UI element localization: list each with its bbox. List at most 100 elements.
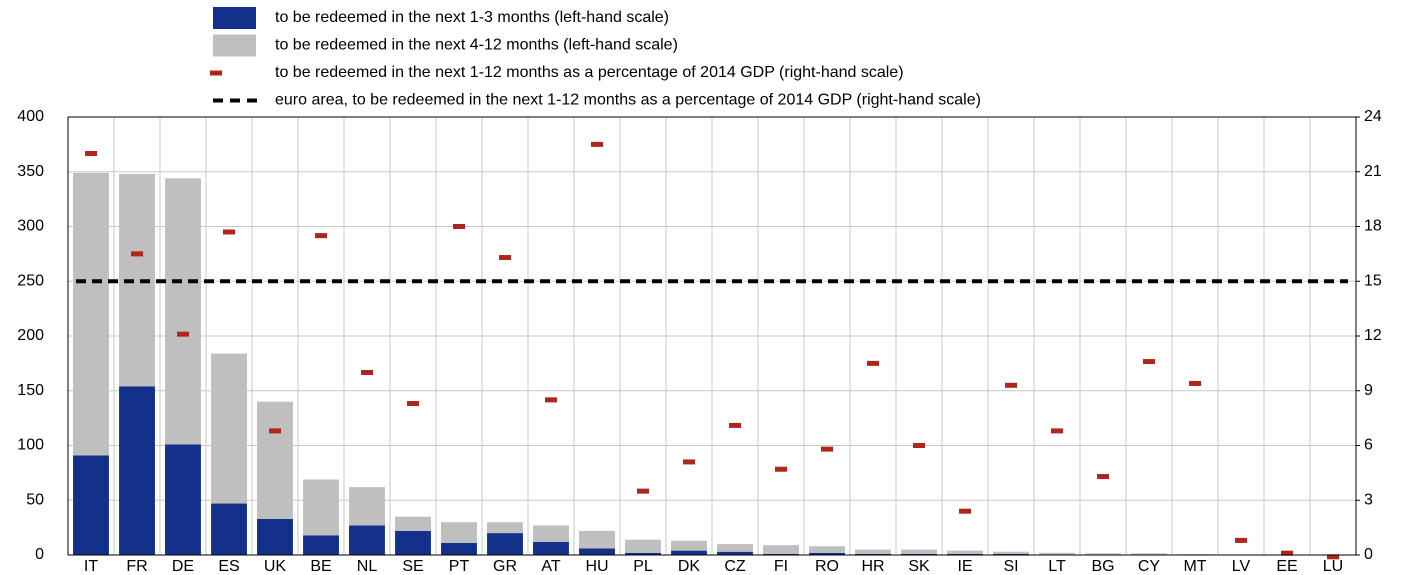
bar <box>763 545 799 554</box>
bar <box>395 516 431 531</box>
x-tick-label: LU <box>1323 558 1343 575</box>
bar <box>119 386 155 555</box>
marker <box>1189 380 1201 386</box>
bar <box>625 539 661 553</box>
legend-swatch <box>213 34 256 57</box>
x-tick-label: AT <box>541 558 560 575</box>
marker <box>959 508 971 514</box>
bar <box>441 522 477 543</box>
bar <box>349 487 385 526</box>
x-tick-label: MT <box>1183 558 1206 575</box>
bar <box>947 553 983 555</box>
marker <box>269 428 281 434</box>
bar <box>625 552 661 555</box>
y2-tick-label: 24 <box>1364 108 1382 125</box>
marker <box>1327 554 1339 560</box>
y-tick-label: 350 <box>17 163 44 180</box>
y-tick-label: 400 <box>17 108 44 125</box>
marker <box>1097 474 1109 480</box>
bar <box>579 530 615 549</box>
bar <box>763 553 799 555</box>
bar <box>901 553 937 555</box>
bar <box>855 549 891 554</box>
bar <box>579 548 615 555</box>
x-tick-label: IE <box>957 558 972 575</box>
bar <box>257 518 293 555</box>
marker <box>1143 359 1155 365</box>
x-tick-label: BE <box>310 558 331 575</box>
marker <box>821 446 833 452</box>
legend-label: euro area, to be redeemed in the next 1-… <box>275 92 981 109</box>
legend-label: to be redeemed in the next 1-12 months a… <box>275 64 904 81</box>
bar <box>441 542 477 555</box>
legend-swatch <box>210 70 222 76</box>
marker <box>637 488 649 494</box>
bar <box>73 455 109 555</box>
x-tick-label: SI <box>1003 558 1018 575</box>
bar <box>533 541 569 555</box>
x-tick-label: PT <box>449 558 470 575</box>
x-tick-label: EE <box>1276 558 1297 575</box>
x-tick-label: ES <box>218 558 239 575</box>
marker <box>499 255 511 261</box>
bar <box>717 551 753 555</box>
marker <box>775 466 787 472</box>
x-tick-label: GR <box>493 558 517 575</box>
y-tick-label: 100 <box>17 437 44 454</box>
bar <box>487 533 523 555</box>
x-tick-label: DE <box>172 558 194 575</box>
y-tick-label: 50 <box>26 491 44 508</box>
bar <box>993 551 1029 554</box>
x-tick-label: FR <box>126 558 147 575</box>
bar <box>671 540 707 551</box>
x-tick-label: CY <box>1138 558 1161 575</box>
marker <box>407 401 419 407</box>
x-tick-label: SE <box>402 558 423 575</box>
marker <box>545 397 557 403</box>
x-tick-label: FI <box>774 558 788 575</box>
marker <box>177 331 189 337</box>
bar <box>993 553 1029 555</box>
marker <box>361 370 373 375</box>
x-tick-label: PL <box>633 558 653 575</box>
plot-frame <box>67 116 1357 556</box>
y2-tick-label: 15 <box>1364 272 1382 289</box>
marker <box>1235 537 1247 543</box>
x-tick-label: IT <box>84 558 98 575</box>
x-tick-label: BG <box>1091 558 1114 575</box>
legend-swatch <box>213 7 256 29</box>
bar <box>303 535 339 555</box>
y2-tick-label: 12 <box>1364 327 1382 344</box>
bar <box>809 546 845 553</box>
x-tick-label: HU <box>585 558 608 575</box>
x-tick-label: LV <box>1232 558 1251 575</box>
bar <box>717 544 753 552</box>
y2-tick-label: 21 <box>1364 163 1382 180</box>
x-tick-label: NL <box>357 558 378 575</box>
bar <box>947 550 983 554</box>
bar <box>303 479 339 536</box>
x-tick-label: SK <box>908 558 930 575</box>
bar <box>73 172 109 456</box>
marker <box>223 229 235 235</box>
y-tick-label: 150 <box>17 382 44 399</box>
bar <box>671 550 707 555</box>
bar <box>1131 553 1167 555</box>
x-tick-label: RO <box>815 558 839 575</box>
bar <box>901 549 937 554</box>
x-tick-label: UK <box>264 558 287 575</box>
y-tick-label: 0 <box>35 546 44 563</box>
y-tick-label: 250 <box>17 272 44 289</box>
bar <box>1039 552 1075 555</box>
marker <box>85 151 97 156</box>
y2-tick-label: 9 <box>1364 382 1373 399</box>
bar <box>349 525 385 555</box>
marker <box>1281 550 1293 556</box>
bar <box>211 503 247 555</box>
marker <box>453 224 465 229</box>
bar <box>487 522 523 534</box>
x-tick-label: CZ <box>724 558 746 575</box>
bar <box>165 444 201 555</box>
